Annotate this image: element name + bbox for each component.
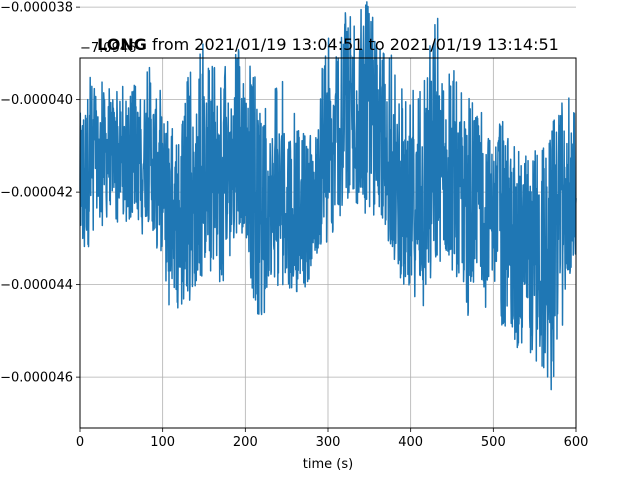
series-line — [79, 1, 577, 391]
x-axis-ticks: 0 100 200 300 400 500 600 — [76, 428, 589, 450]
x-tick-label: 100 — [150, 435, 175, 450]
x-tick-label: 600 — [564, 435, 589, 450]
x-tick-label: 300 — [316, 435, 341, 450]
y-tick-label: −0.000042 — [0, 186, 73, 201]
y-tick-label: −0.000040 — [0, 93, 73, 108]
x-tick-label: 0 — [76, 435, 84, 450]
x-tick-label: 500 — [481, 435, 506, 450]
chart-title-bold: LONG — [97, 35, 147, 54]
x-tick-label: 400 — [398, 435, 423, 450]
x-tick-label: 200 — [233, 435, 258, 450]
y-tick-label: −0.000038 — [0, 1, 73, 16]
y-tick-label: −0.000046 — [0, 371, 73, 386]
data-series-line — [79, 1, 577, 391]
y-offset-label: −7.0946 — [80, 41, 136, 56]
chart-title-rest: from 2021/01/19 13:04:51 to 2021/01/19 1… — [147, 35, 559, 54]
y-tick-label: −0.000044 — [0, 278, 73, 293]
chart-title: LONG from 2021/01/19 13:04:51 to 2021/01… — [97, 35, 559, 54]
x-axis-label: time (s) — [303, 457, 353, 472]
y-axis-ticks: −0.000046 −0.000044 −0.000042 −0.000040 −0.0… — [0, 1, 80, 386]
